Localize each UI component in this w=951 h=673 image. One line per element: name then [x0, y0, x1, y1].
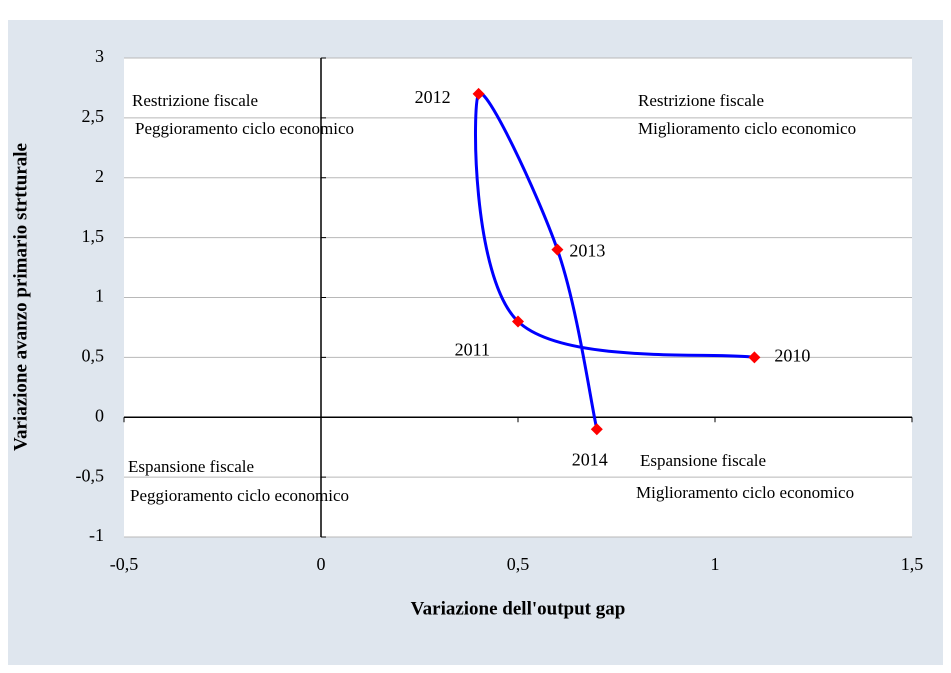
x-tick-label: 1	[711, 554, 720, 574]
y-tick-label: -1	[89, 525, 104, 545]
data-point	[472, 87, 485, 100]
x-tick-label: 1,5	[901, 554, 924, 574]
annotation: Miglioramento ciclo economico	[638, 119, 856, 138]
annotation: Restrizione fiscale	[132, 91, 258, 110]
annotation: Miglioramento ciclo economico	[636, 483, 854, 502]
x-tick-label: 0,5	[507, 554, 530, 574]
y-tick-label: 1,5	[82, 226, 105, 246]
data-point	[590, 423, 603, 436]
x-tick-label: 0	[317, 554, 326, 574]
y-tick-label: 2	[95, 166, 104, 186]
y-tick-label: 2,5	[82, 106, 105, 126]
y-tick-label: 0	[95, 405, 104, 425]
y-tick-label: -0,5	[76, 465, 105, 485]
annotation: Espansione fiscale	[128, 457, 254, 476]
data-point	[748, 351, 761, 364]
data-point	[551, 243, 564, 256]
annotation: Espansione fiscale	[640, 451, 766, 470]
point-label: 2011	[455, 340, 490, 360]
y-tick-label: 1	[95, 286, 104, 306]
annotation: Peggioramento ciclo economico	[130, 486, 349, 505]
annotation: Restrizione fiscale	[638, 91, 764, 110]
y-tick-label: 0,5	[82, 346, 105, 366]
point-label: 2010	[774, 346, 810, 366]
y-axis-title: Variazione avanzo primario strtturale	[10, 143, 31, 451]
point-label: 2013	[569, 241, 605, 261]
point-label: 2014	[572, 449, 608, 469]
x-tick-label: -0,5	[110, 554, 139, 574]
point-label: 2012	[415, 87, 451, 107]
data-point	[512, 315, 524, 328]
x-axis-title: Variazione dell'output gap	[411, 598, 626, 619]
annotation: Peggioramento ciclo economico	[135, 119, 354, 138]
y-tick-label: 3	[95, 46, 104, 66]
